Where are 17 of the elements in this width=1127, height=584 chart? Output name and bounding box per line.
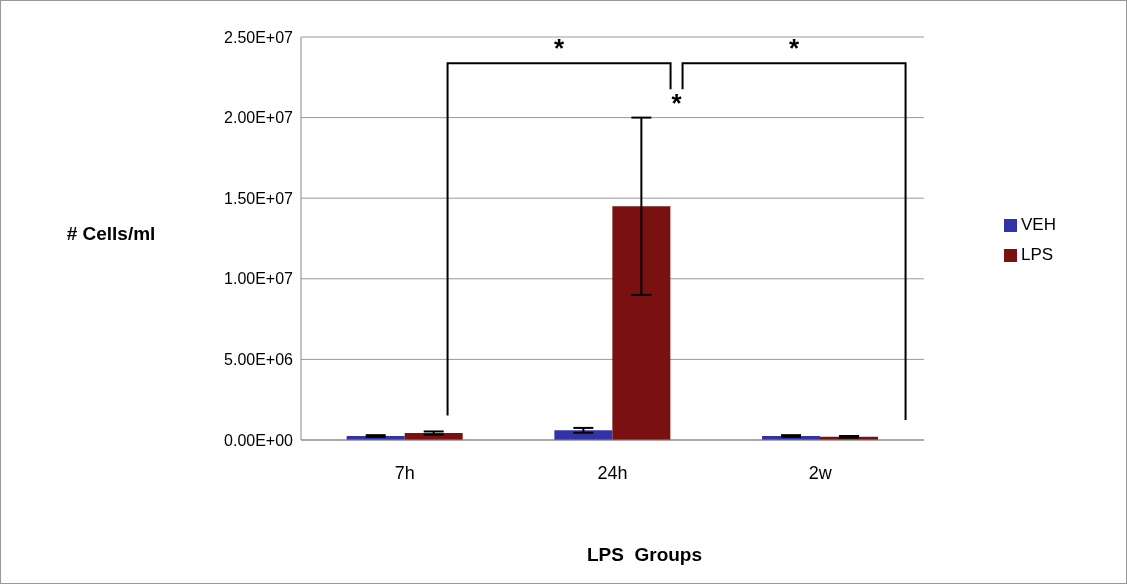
annotation: * xyxy=(554,33,565,64)
legend-label: VEH xyxy=(1021,214,1056,234)
x-axis-title: LPS Groups xyxy=(586,544,703,565)
y-axis-title: # Cells/ml xyxy=(66,222,156,244)
y-tick-label: 5.00E+06 xyxy=(224,351,294,369)
x-tick-label: 7h xyxy=(394,462,415,483)
annotation: * xyxy=(789,33,800,64)
x-tick-label: 2w xyxy=(808,462,833,483)
y-tick-label: 2.00E+07 xyxy=(224,109,294,127)
x-tick-label: 24h xyxy=(597,462,628,483)
y-tick-label: 2.50E+07 xyxy=(224,28,294,46)
y-tick-label: 0.00E+00 xyxy=(224,431,294,449)
legend-label: LPS xyxy=(1021,244,1054,264)
y-tick-label: 1.50E+07 xyxy=(224,189,294,207)
y-tick-label: 1.00E+07 xyxy=(224,270,294,288)
bar xyxy=(612,206,671,440)
annotation: * xyxy=(671,88,683,118)
